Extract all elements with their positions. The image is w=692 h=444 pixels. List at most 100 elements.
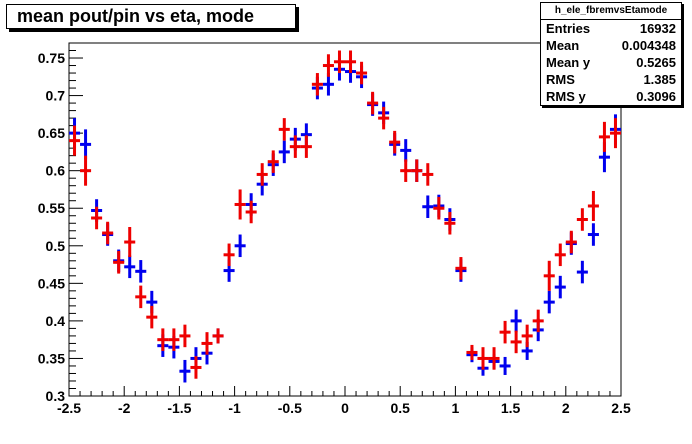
data-point-red — [113, 251, 125, 274]
data-point-blue — [576, 260, 588, 284]
data-point-red — [422, 163, 434, 186]
data-point-red — [378, 106, 390, 130]
data-point-red — [565, 230, 577, 254]
data-point-red — [510, 330, 522, 354]
y-tick-label: 0.6 — [46, 163, 66, 179]
data-point-red — [234, 189, 246, 220]
data-point-red — [278, 118, 290, 141]
data-point-red — [576, 208, 588, 231]
data-point-red — [124, 227, 136, 258]
y-tick-label: 0.75 — [38, 50, 65, 66]
data-point-blue — [124, 255, 136, 279]
x-tick-label: -1.5 — [167, 400, 191, 416]
data-point-red — [311, 73, 323, 96]
data-point-red — [367, 91, 379, 115]
data-point-red — [477, 347, 489, 370]
chart-title-text: mean pout/pin vs eta, mode — [17, 6, 255, 26]
x-tick-label: 1 — [452, 400, 460, 416]
data-point-red — [102, 221, 114, 245]
data-point-blue — [554, 275, 566, 299]
data-point-red — [190, 356, 202, 379]
y-tick-label: 0.65 — [38, 125, 65, 141]
data-point-red — [455, 257, 467, 280]
stats-label: Mean y — [546, 55, 591, 70]
data-point-red — [69, 125, 81, 156]
x-tick-label: -1 — [228, 400, 241, 416]
x-tick-label: 1.5 — [501, 400, 521, 416]
data-point-red — [223, 243, 235, 267]
stats-label: Mean — [546, 38, 580, 53]
data-point-red — [289, 135, 301, 158]
data-point-red — [543, 260, 555, 291]
x-tick-label: 2.5 — [611, 400, 631, 416]
y-tick-label: 0.4 — [46, 313, 66, 329]
x-tick-label: 2 — [562, 400, 570, 416]
data-point-red — [499, 320, 511, 344]
data-point-blue — [543, 290, 555, 314]
x-axis: -2.5 -2 -1.5 -1 -0.5 0 0.5 1 1.5 2 2.5 — [57, 386, 631, 416]
data-point-red — [488, 347, 500, 370]
stats-value: 0.5265 — [636, 55, 676, 70]
x-tick-label: 0 — [341, 400, 349, 416]
stats-value: 1.385 — [643, 72, 676, 87]
data-point-blue — [80, 129, 92, 160]
data-point-red — [146, 305, 158, 329]
data-point-red — [609, 118, 621, 149]
x-tick-label: -2 — [118, 400, 131, 416]
data-point-blue — [278, 140, 290, 164]
data-point-red — [521, 324, 533, 348]
data-point-blue — [499, 356, 511, 375]
data-point-red — [598, 121, 610, 152]
data-point-red — [245, 200, 257, 224]
data-point-red — [91, 206, 103, 230]
data-point-red — [345, 50, 357, 74]
stats-row-mean: Mean 0.004348 — [541, 37, 681, 54]
data-point-red — [179, 324, 191, 348]
stats-row-rms-y: RMS y 0.3096 — [541, 88, 681, 105]
x-tick-label: 0.5 — [390, 400, 410, 416]
data-point-red — [411, 159, 423, 182]
data-point-red — [532, 309, 544, 333]
stats-row-rms: RMS 1.385 — [541, 71, 681, 88]
stats-label: RMS — [546, 72, 575, 87]
data-point-red — [322, 54, 334, 77]
data-point-red — [554, 243, 566, 267]
data-point-red — [356, 61, 368, 85]
stats-label: Entries — [546, 21, 591, 36]
data-point-blue — [400, 139, 412, 162]
data-point-red — [168, 328, 180, 351]
stats-value: 0.004348 — [621, 38, 676, 53]
data-point-red — [157, 328, 169, 351]
y-tick-label: 0.45 — [38, 275, 65, 291]
y-tick-label: 0.55 — [38, 200, 65, 216]
data-point-blue — [422, 195, 434, 218]
data-point-red — [135, 285, 147, 309]
data-point-red — [444, 211, 456, 235]
data-markers — [69, 50, 621, 383]
data-point-red — [400, 159, 412, 182]
stats-row-entries: Entries 16932 — [541, 20, 681, 37]
data-point-red — [466, 344, 478, 360]
data-point-red — [256, 163, 268, 186]
stats-row-mean-y: Mean y 0.5265 — [541, 54, 681, 71]
data-point-red — [80, 155, 92, 186]
data-point-blue — [510, 309, 522, 333]
y-tick-label: 0.5 — [46, 238, 66, 254]
stats-value: 16932 — [639, 21, 676, 36]
plot-frame — [68, 42, 622, 397]
y-tick-label: 0.3 — [46, 388, 66, 404]
y-tick-label: 0.35 — [38, 350, 65, 366]
data-point-blue — [179, 359, 191, 383]
x-tick-label: -2.5 — [57, 400, 81, 416]
data-point-blue — [135, 260, 147, 283]
data-point-red — [212, 328, 224, 344]
series-red — [69, 50, 621, 379]
data-point-blue — [587, 223, 599, 246]
stats-label: RMS y — [546, 89, 586, 104]
chart-title: mean pout/pin vs eta, mode — [6, 4, 296, 29]
stats-box: h_ele_fbremvsEtamode Entries 16932 Mean … — [540, 2, 682, 106]
data-point-red — [389, 130, 401, 154]
data-point-red — [333, 50, 345, 74]
